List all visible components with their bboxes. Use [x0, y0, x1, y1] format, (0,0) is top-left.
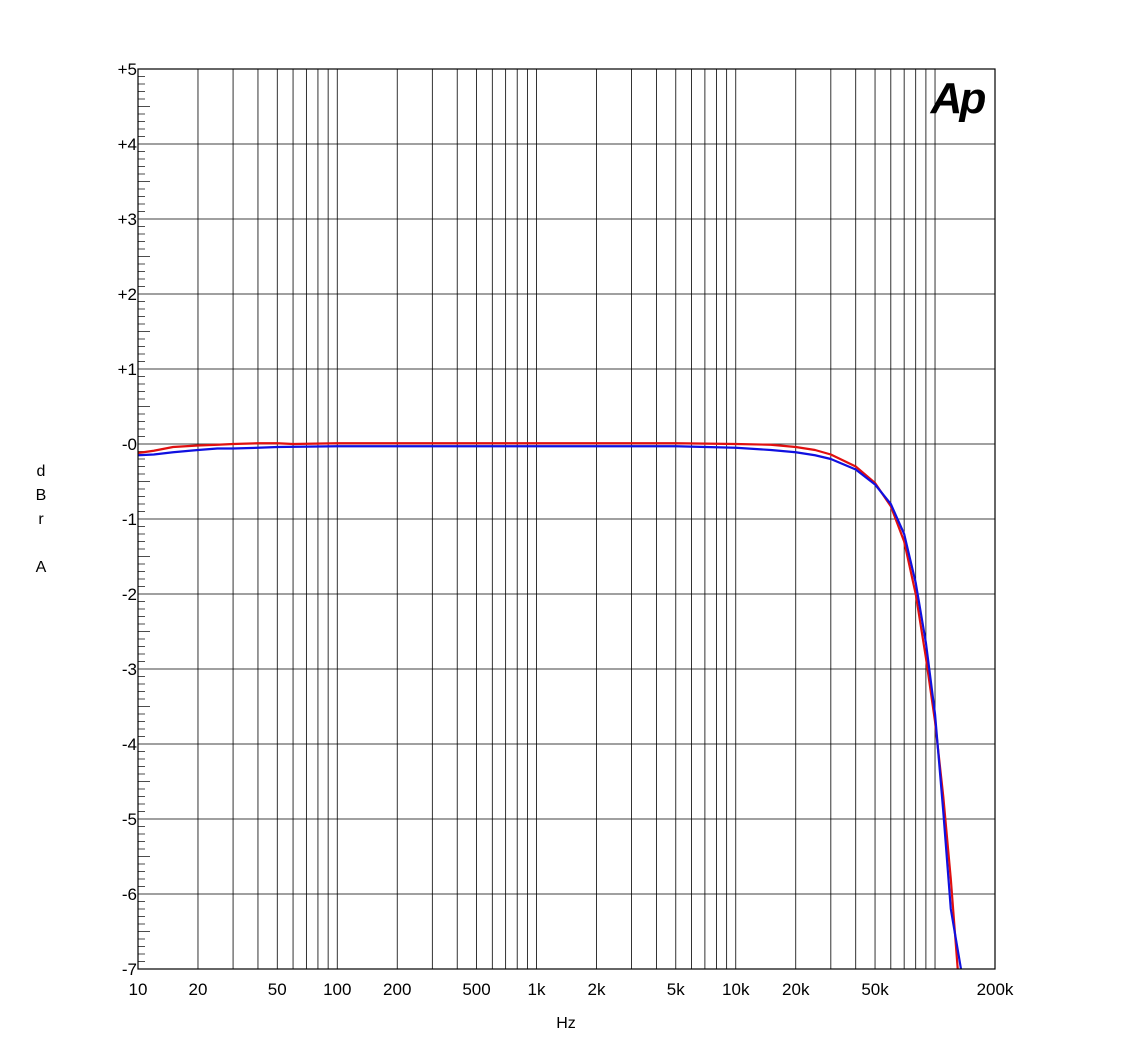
x-axis-title: Hz	[556, 1015, 576, 1032]
minor-ticks	[138, 76, 150, 962]
svg-text:Ap: Ap	[930, 74, 986, 123]
y-tick-label: +3	[118, 210, 137, 229]
y-tick-label: +4	[118, 135, 137, 154]
series-layer	[137, 442, 963, 970]
x-tick-label: 50	[268, 980, 287, 999]
y-axis-title-letter: r	[38, 511, 44, 528]
y-tick-label: -5	[122, 810, 137, 829]
y-tick-label: -3	[122, 660, 137, 679]
x-tick-label: 10k	[722, 980, 750, 999]
y-tick-label: -0	[122, 435, 137, 454]
x-tick-label: 50k	[861, 980, 889, 999]
y-tick-label: +5	[118, 60, 137, 79]
series-line-1	[137, 442, 959, 970]
y-tick-label: -7	[122, 960, 137, 979]
x-tick-label: 100	[323, 980, 351, 999]
x-tick-label: 200	[383, 980, 411, 999]
ap-logo: Ap	[930, 74, 989, 123]
y-axis-title-letter: B	[36, 487, 47, 504]
x-tick-label: 10	[129, 980, 148, 999]
x-tick-label: 200k	[977, 980, 1014, 999]
y-tick-label: -6	[122, 885, 137, 904]
series-line-2	[137, 445, 963, 970]
y-tick-label: -4	[122, 735, 137, 754]
y-axis-title-letter: A	[36, 559, 47, 576]
x-tick-label: 2k	[588, 980, 606, 999]
y-tick-label: -1	[122, 510, 137, 529]
x-tick-label: 500	[462, 980, 490, 999]
y-tick-label: -2	[122, 585, 137, 604]
x-tick-label: 1k	[528, 980, 546, 999]
y-tick-labels: +5 +4 +3 +2 +1 -0 -1 -2 -3 -4 -5 -6 -7	[118, 60, 137, 979]
y-axis-title: dBr A	[36, 463, 47, 576]
x-tick-label: 5k	[667, 980, 685, 999]
plot-frame	[137, 68, 996, 970]
y-tick-label: +2	[118, 285, 137, 304]
y-tick-label: +1	[118, 360, 137, 379]
x-tick-label: 20k	[782, 980, 810, 999]
x-tick-labels: 10 20 50 100 200 500 1k 2k 5k 10k 20k 50k 200k	[129, 980, 1014, 999]
y-axis-title-letter: d	[37, 463, 46, 480]
x-tick-label: 20	[189, 980, 208, 999]
grid	[138, 69, 995, 969]
